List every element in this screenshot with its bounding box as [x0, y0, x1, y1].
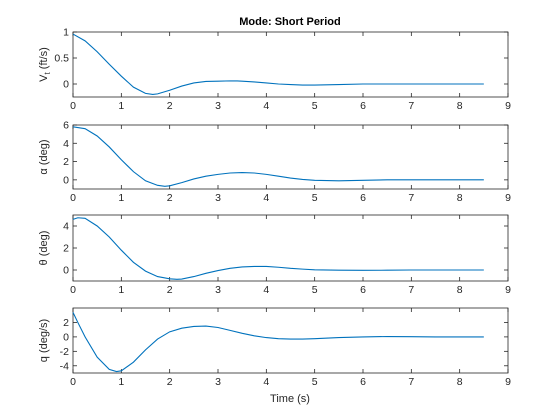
- series-line: [72, 126, 484, 187]
- x-tick-label: 9: [505, 376, 511, 388]
- y-tick-label: 0: [63, 174, 69, 186]
- y-tick-label: -2: [60, 346, 69, 358]
- x-tick-label: 4: [263, 192, 269, 204]
- y-tick-label: -4: [60, 360, 69, 372]
- y-tick-label: 2: [63, 317, 69, 329]
- x-tick-label: 1: [118, 284, 124, 296]
- x-tick-label: 2: [167, 376, 173, 388]
- x-tick-label: 9: [505, 192, 511, 204]
- y-tick-label: 0.5: [54, 53, 69, 65]
- y-axis-label: Vt (ft/s): [38, 47, 52, 82]
- series-line: [72, 33, 484, 95]
- x-tick-label: 4: [263, 100, 269, 112]
- x-tick-label: 2: [167, 192, 173, 204]
- x-tick-label: 6: [360, 284, 366, 296]
- axes-frame: [72, 31, 509, 98]
- axes-frame: [72, 124, 509, 190]
- x-tick-label: 5: [312, 192, 318, 204]
- y-tick-label: 0: [63, 79, 69, 91]
- x-tick-label: 0: [70, 284, 76, 296]
- x-tick-label: 3: [215, 376, 221, 388]
- y-tick-label: 4: [63, 138, 69, 150]
- x-tick-label: 2: [167, 100, 173, 112]
- y-axis-label: α (deg): [38, 139, 50, 174]
- x-tick-label: 1: [118, 192, 124, 204]
- x-tick-label: 7: [408, 284, 414, 296]
- subplot-3: 0 1 2 3 4 5 6 7 8 9 0 2 4 θ (deg): [38, 214, 511, 296]
- x-tick-label: 6: [360, 192, 366, 204]
- y-tick-label: 0: [63, 331, 69, 343]
- y-tick-label: 2: [63, 243, 69, 255]
- series-line: [72, 217, 484, 280]
- series-line: [72, 312, 484, 373]
- x-tick-label: 8: [457, 284, 463, 296]
- x-tick-label: 2: [167, 284, 173, 296]
- x-tick-label: 6: [360, 100, 366, 112]
- x-tick-label: 3: [215, 192, 221, 204]
- y-tick-label: 4: [63, 221, 69, 233]
- x-tick-label: 5: [312, 376, 318, 388]
- x-tick-label: 4: [263, 376, 269, 388]
- x-axis-label: Time (s): [270, 393, 310, 405]
- subplots: 0 1 2 3 4 5 6 7 8 9 0 0.5 1 Vt (ft/s) 0 1 2 3 4 5 6 7 8 9 0 2 4 6 α …: [38, 27, 511, 389]
- x-tick-label: 5: [312, 284, 318, 296]
- y-tick-label: 1: [63, 27, 69, 39]
- x-tick-label: 8: [457, 100, 463, 112]
- x-tick-label: 3: [215, 284, 221, 296]
- x-tick-label: 7: [408, 376, 414, 388]
- x-tick-label: 8: [457, 192, 463, 204]
- x-tick-label: 8: [457, 376, 463, 388]
- subplot-1: 0 1 2 3 4 5 6 7 8 9 0 0.5 1 Vt (ft/s): [38, 27, 511, 113]
- x-tick-label: 9: [505, 284, 511, 296]
- x-tick-label: 7: [408, 192, 414, 204]
- y-tick-label: 6: [63, 120, 69, 132]
- x-tick-label: 3: [215, 100, 221, 112]
- axes-frame: [72, 307, 509, 374]
- y-tick-label: 2: [63, 156, 69, 168]
- subplot-4: 0 1 2 3 4 5 6 7 8 9 -4 -2 0 2 q (deg/s): [38, 307, 511, 388]
- x-tick-label: 6: [360, 376, 366, 388]
- y-tick-label: 0: [63, 265, 69, 277]
- x-tick-label: 0: [70, 192, 76, 204]
- x-tick-label: 5: [312, 100, 318, 112]
- x-tick-label: 0: [70, 376, 76, 388]
- x-tick-label: 9: [505, 100, 511, 112]
- subplot-2: 0 1 2 3 4 5 6 7 8 9 0 2 4 6 α (deg): [38, 120, 511, 205]
- chart-title: Mode: Short Period: [239, 16, 340, 28]
- x-tick-label: 0: [70, 100, 76, 112]
- y-axis-label: θ (deg): [38, 231, 50, 266]
- x-tick-label: 1: [118, 376, 124, 388]
- y-axis-label: q (deg/s): [38, 319, 50, 362]
- x-tick-label: 1: [118, 100, 124, 112]
- x-tick-label: 7: [408, 100, 414, 112]
- x-tick-label: 4: [263, 284, 269, 296]
